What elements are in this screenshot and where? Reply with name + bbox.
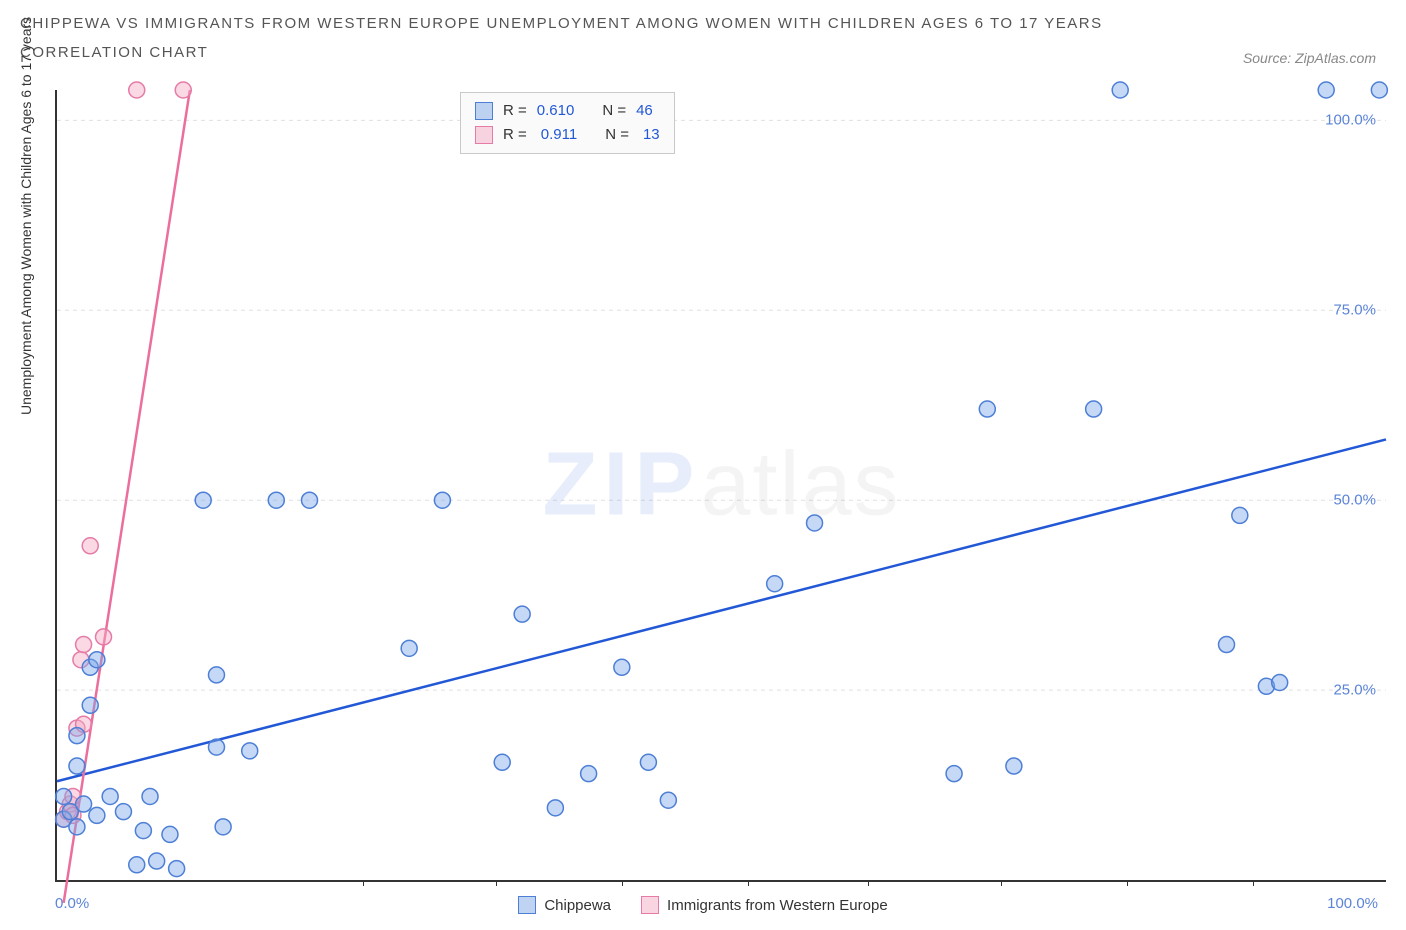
data-point xyxy=(979,401,995,417)
data-point xyxy=(1318,82,1334,98)
data-point xyxy=(135,823,151,839)
swatch-pink-icon xyxy=(641,896,659,914)
x-tick-mark xyxy=(496,880,497,886)
data-point xyxy=(69,758,85,774)
swatch-pink-icon xyxy=(475,126,493,144)
x-tick-mark xyxy=(363,880,364,886)
swatch-blue-icon xyxy=(475,102,493,120)
data-point xyxy=(142,788,158,804)
data-point xyxy=(69,728,85,744)
legend-label: Immigrants from Western Europe xyxy=(667,897,888,914)
data-point xyxy=(89,652,105,668)
stats-row: R = 0.911 N = 13 xyxy=(475,123,660,147)
y-tick-label: 50.0% xyxy=(1333,492,1376,509)
data-point xyxy=(547,800,563,816)
stats-legend-box: R = 0.610 N = 46 R = 0.911 N = 13 xyxy=(460,92,675,154)
stat-r-label: R = xyxy=(503,123,527,147)
data-point xyxy=(268,492,284,508)
data-point xyxy=(302,492,318,508)
data-point xyxy=(115,804,131,820)
y-axis-label: Unemployment Among Women with Children A… xyxy=(18,17,34,415)
y-tick-label: 75.0% xyxy=(1333,302,1376,319)
data-point xyxy=(195,492,211,508)
x-tick-mark xyxy=(622,880,623,886)
stats-row: R = 0.610 N = 46 xyxy=(475,99,660,123)
data-point xyxy=(82,538,98,554)
legend-item: Immigrants from Western Europe xyxy=(641,896,888,914)
data-point xyxy=(208,667,224,683)
x-axis-max-label: 100.0% xyxy=(1327,895,1378,912)
chart-subtitle: CORRELATION CHART xyxy=(20,44,1386,61)
data-point xyxy=(1086,401,1102,417)
chart-plot-area: ZIPatlas 25.0%50.0%75.0%100.0% xyxy=(55,90,1386,882)
data-point xyxy=(1219,637,1235,653)
stat-r-value: 0.911 xyxy=(541,123,577,147)
data-point xyxy=(434,492,450,508)
data-point xyxy=(640,754,656,770)
y-tick-label: 100.0% xyxy=(1325,112,1376,129)
data-point xyxy=(175,82,191,98)
data-point xyxy=(56,788,72,804)
data-point xyxy=(82,697,98,713)
data-point xyxy=(149,853,165,869)
x-tick-mark xyxy=(1001,880,1002,886)
data-point xyxy=(162,826,178,842)
scatter-svg xyxy=(57,90,1386,880)
data-point xyxy=(215,819,231,835)
x-axis-min-label: 0.0% xyxy=(55,895,89,912)
data-point xyxy=(1371,82,1387,98)
data-point xyxy=(401,640,417,656)
stat-n-label: N = xyxy=(605,123,629,147)
data-point xyxy=(1112,82,1128,98)
stat-n-label: N = xyxy=(602,99,626,123)
data-point xyxy=(514,606,530,622)
data-point xyxy=(96,629,112,645)
data-point xyxy=(76,796,92,812)
data-point xyxy=(1272,675,1288,691)
source-attribution: Source: ZipAtlas.com xyxy=(1243,50,1376,66)
stat-r-value: 0.610 xyxy=(537,99,575,123)
stat-r-label: R = xyxy=(503,99,527,123)
stat-n-value: 46 xyxy=(636,99,653,123)
data-point xyxy=(129,82,145,98)
x-tick-mark xyxy=(1253,880,1254,886)
data-point xyxy=(946,766,962,782)
data-point xyxy=(129,857,145,873)
data-point xyxy=(1232,507,1248,523)
x-tick-mark xyxy=(748,880,749,886)
data-point xyxy=(581,766,597,782)
data-point xyxy=(807,515,823,531)
data-point xyxy=(660,792,676,808)
x-tick-mark xyxy=(1127,880,1128,886)
data-point xyxy=(102,788,118,804)
x-tick-mark xyxy=(868,880,869,886)
data-point xyxy=(242,743,258,759)
data-point xyxy=(169,861,185,877)
data-point xyxy=(1006,758,1022,774)
series-legend: Chippewa Immigrants from Western Europe xyxy=(0,896,1406,914)
data-point xyxy=(494,754,510,770)
chart-title: CHIPPEWA VS IMMIGRANTS FROM WESTERN EURO… xyxy=(20,12,1386,36)
data-point xyxy=(89,807,105,823)
data-point xyxy=(767,576,783,592)
title-block: CHIPPEWA VS IMMIGRANTS FROM WESTERN EURO… xyxy=(0,0,1406,61)
y-tick-label: 25.0% xyxy=(1333,682,1376,699)
legend-item: Chippewa xyxy=(518,896,611,914)
data-point xyxy=(69,819,85,835)
data-point xyxy=(208,739,224,755)
legend-label: Chippewa xyxy=(544,897,611,914)
data-point xyxy=(76,637,92,653)
stat-n-value: 13 xyxy=(643,123,660,147)
data-point xyxy=(614,659,630,675)
swatch-blue-icon xyxy=(518,896,536,914)
